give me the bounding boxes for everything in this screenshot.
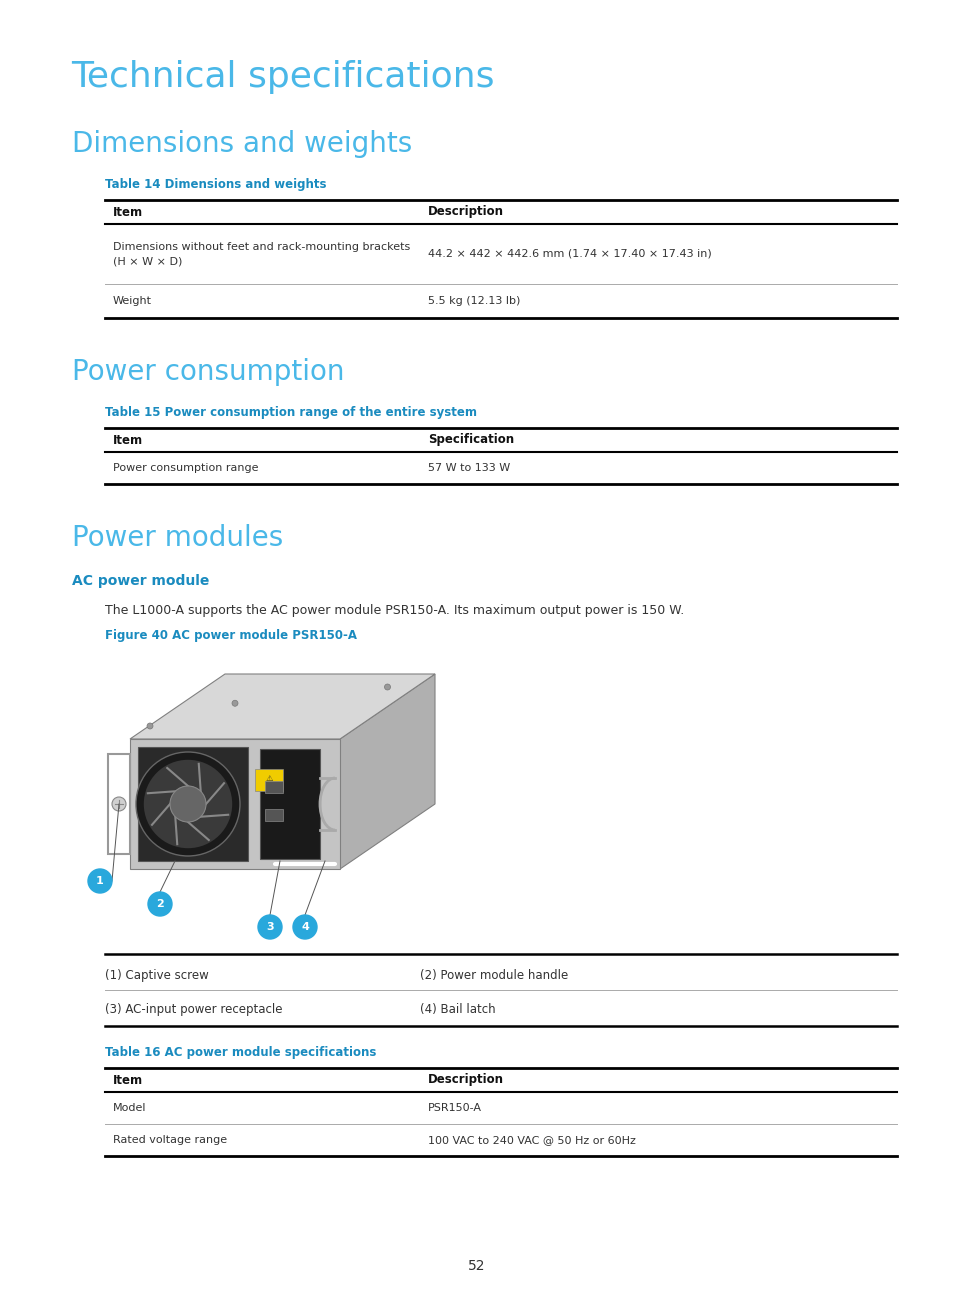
Text: 4: 4 [301, 921, 309, 932]
Circle shape [144, 759, 232, 848]
Text: 2: 2 [156, 899, 164, 908]
Text: (3) AC-input power receptacle: (3) AC-input power receptacle [105, 1003, 282, 1016]
Text: Item: Item [112, 433, 143, 447]
Circle shape [136, 752, 240, 855]
Text: Item: Item [112, 1073, 143, 1086]
Polygon shape [138, 746, 248, 861]
Text: 1: 1 [96, 876, 104, 886]
Text: (1) Captive screw: (1) Captive screw [105, 969, 209, 982]
Text: Figure 40 AC power module PSR150-A: Figure 40 AC power module PSR150-A [105, 629, 356, 642]
Text: Table 16 AC power module specifications: Table 16 AC power module specifications [105, 1046, 375, 1059]
Circle shape [257, 915, 282, 940]
Text: Power consumption range: Power consumption range [112, 463, 258, 473]
Text: Technical specifications: Technical specifications [71, 60, 495, 95]
Polygon shape [130, 674, 435, 739]
Text: Table 14 Dimensions and weights: Table 14 Dimensions and weights [105, 178, 326, 191]
Text: Weight: Weight [112, 295, 152, 306]
Circle shape [293, 915, 316, 940]
Text: PSR150-A: PSR150-A [427, 1103, 481, 1113]
Text: (4) Bail latch: (4) Bail latch [419, 1003, 495, 1016]
Text: Dimensions and weights: Dimensions and weights [71, 130, 412, 158]
Text: Rated voltage range: Rated voltage range [112, 1135, 227, 1144]
Text: Power modules: Power modules [71, 524, 282, 552]
Text: 100 VAC to 240 VAC @ 50 Hz or 60Hz: 100 VAC to 240 VAC @ 50 Hz or 60Hz [427, 1135, 635, 1144]
Text: Description: Description [427, 1073, 503, 1086]
Text: Model: Model [112, 1103, 147, 1113]
Circle shape [88, 870, 112, 893]
Text: Specification: Specification [427, 433, 514, 447]
Text: Dimensions without feet and rack-mounting brackets
(H × W × D): Dimensions without feet and rack-mountin… [112, 242, 410, 266]
Polygon shape [265, 809, 283, 820]
Text: Power consumption: Power consumption [71, 358, 344, 386]
Circle shape [147, 723, 152, 728]
Text: Item: Item [112, 206, 143, 219]
Text: 57 W to 133 W: 57 W to 133 W [427, 463, 510, 473]
Text: Description: Description [427, 206, 503, 219]
Circle shape [384, 684, 390, 689]
Circle shape [232, 700, 237, 706]
Polygon shape [130, 739, 339, 870]
Circle shape [148, 892, 172, 916]
Text: 3: 3 [266, 921, 274, 932]
Circle shape [170, 785, 206, 822]
Text: 52: 52 [468, 1258, 485, 1273]
Text: 44.2 × 442 × 442.6 mm (1.74 × 17.40 × 17.43 in): 44.2 × 442 × 442.6 mm (1.74 × 17.40 × 17… [427, 249, 711, 259]
Text: 5.5 kg (12.13 lb): 5.5 kg (12.13 lb) [427, 295, 519, 306]
Circle shape [112, 797, 126, 811]
Text: ⚠: ⚠ [265, 774, 273, 783]
Text: The L1000-A supports the AC power module PSR150-A. Its maximum output power is 1: The L1000-A supports the AC power module… [105, 604, 683, 617]
Text: Table 15 Power consumption range of the entire system: Table 15 Power consumption range of the … [105, 406, 476, 419]
Polygon shape [265, 781, 283, 793]
Text: AC power module: AC power module [71, 574, 209, 588]
Polygon shape [339, 674, 435, 870]
Text: (2) Power module handle: (2) Power module handle [419, 969, 567, 982]
Polygon shape [260, 749, 319, 859]
Polygon shape [254, 769, 283, 791]
